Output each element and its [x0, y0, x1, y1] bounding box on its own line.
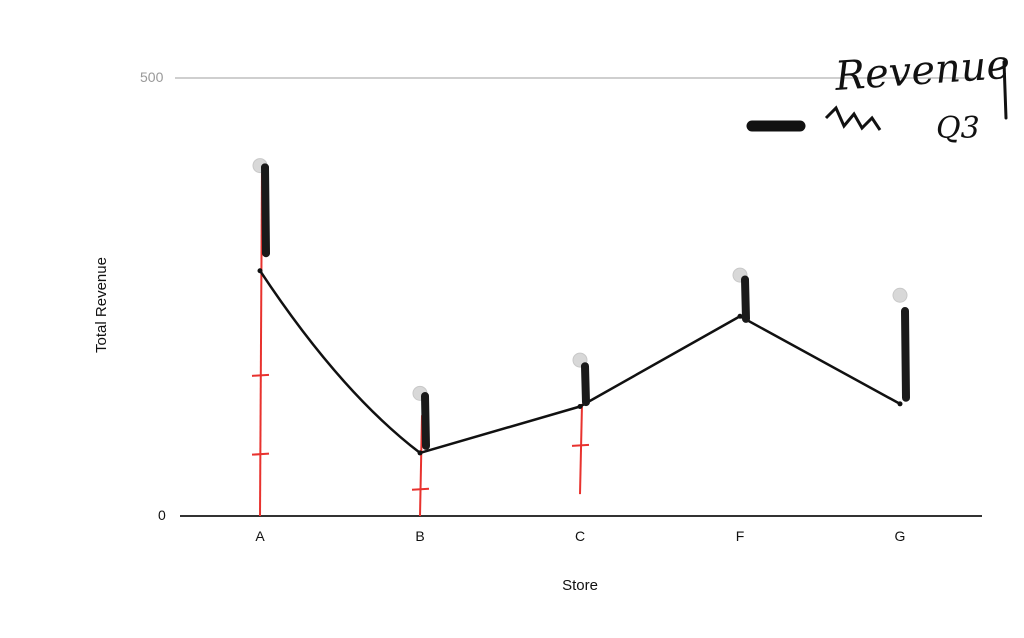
red-tick-c-0 — [571, 443, 590, 447]
series-point-b — [417, 450, 423, 456]
red-annotation-marks — [251, 167, 590, 517]
x-tick-label-b: B — [415, 528, 424, 544]
series-point-a — [257, 268, 263, 274]
red-mark-c — [579, 403, 583, 495]
black-bar-c — [581, 362, 590, 407]
handwritten-legend: Revenue Q3 — [746, 42, 1012, 146]
series-point-f — [737, 313, 743, 319]
y-tick-label-zero: 0 — [158, 507, 166, 523]
point-markers — [252, 158, 908, 401]
point-marker-g — [892, 287, 908, 303]
handwritten-legend-bracket — [1002, 60, 1008, 120]
red-mark-a — [259, 167, 263, 517]
black-bar-a — [261, 163, 270, 258]
handwritten-legend-series: Q3 — [936, 111, 980, 146]
red-tick-a-0 — [251, 373, 270, 377]
handwritten-legend-title: Revenue — [832, 42, 1011, 100]
red-tick-a-1 — [251, 452, 270, 456]
black-bars — [261, 163, 910, 450]
x-tick-label-g: G — [895, 528, 906, 544]
series-lines — [257, 268, 903, 456]
x-axis-title: Store — [562, 577, 598, 594]
y-axis-title: Total Revenue — [93, 257, 110, 353]
legend-scribble — [824, 105, 882, 131]
x-tick-label-a: A — [255, 528, 265, 544]
series-point-g — [897, 401, 903, 407]
y-tick-label-max: 500 — [140, 69, 164, 85]
black-bar-g — [901, 307, 910, 402]
red-tick-b-0 — [411, 487, 430, 491]
red-mark-b — [419, 415, 423, 517]
black-bar-f — [741, 275, 750, 323]
series-point-c — [577, 404, 583, 409]
x-tick-label-c: C — [575, 528, 585, 544]
x-tick-label-f: F — [736, 528, 745, 544]
black-bar-b — [421, 391, 430, 450]
